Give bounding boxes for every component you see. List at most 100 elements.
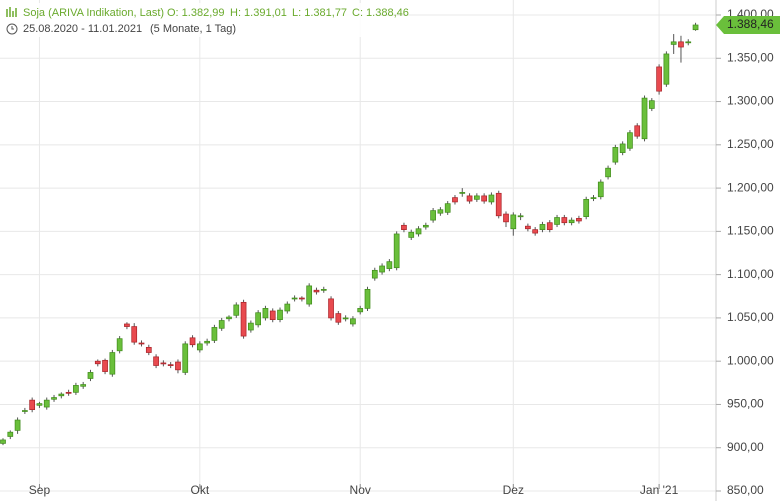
candle-body (590, 197, 597, 199)
candle-body (459, 192, 466, 194)
candle-body (539, 224, 546, 230)
candle-body (65, 391, 72, 394)
candle-body (503, 213, 509, 223)
candle-body (160, 362, 167, 365)
x-tick-label: Dez (503, 483, 524, 497)
candle-body (437, 209, 444, 214)
candle-body (422, 224, 429, 228)
candle-body (525, 225, 531, 230)
candle-body (605, 167, 611, 178)
candle-body (22, 410, 28, 412)
last-price-flag (716, 15, 780, 34)
candle-body (350, 318, 356, 325)
candle-body (291, 297, 298, 300)
clock-icon (6, 23, 18, 35)
y-tick-label: 900,00 (727, 440, 764, 454)
candle-body (379, 265, 385, 273)
candle-body (43, 399, 50, 408)
candle-body (189, 337, 196, 346)
candle-body (444, 203, 451, 213)
candle-body (597, 181, 604, 198)
candle-body (474, 195, 480, 200)
candle-body (670, 41, 677, 45)
candle-body (284, 303, 291, 312)
candle-body (466, 195, 473, 202)
candle-body (116, 338, 123, 352)
candle-body (73, 385, 79, 393)
candle-body (619, 143, 626, 153)
candle-body (124, 323, 130, 327)
candle-body (0, 439, 6, 444)
candle-body (36, 403, 43, 406)
candle-body (218, 320, 225, 329)
candle-body (692, 24, 699, 31)
candle-body (182, 343, 189, 373)
y-tick-label: 1.250,00 (727, 137, 774, 151)
header: Soja (ARIVA Indikation, Last) O: 1.382,9… (0, 3, 409, 37)
candle-body (269, 310, 276, 320)
candle-body (175, 361, 181, 371)
candle-body (335, 313, 342, 323)
candle-body (678, 41, 684, 48)
candle-body (641, 97, 648, 140)
candle-body (167, 364, 174, 366)
candle-body (685, 41, 692, 44)
y-tick-label: 950,00 (727, 397, 764, 411)
candle-body (320, 288, 327, 291)
candle-body (306, 285, 313, 305)
candle-body (51, 397, 57, 400)
candle-body (546, 222, 553, 230)
candle-body (248, 322, 254, 331)
candle-body (102, 359, 108, 372)
chart-icon (6, 7, 17, 17)
candle-body (226, 316, 232, 320)
candle-body (299, 297, 305, 300)
ohlc-label: C: 1.388,46 (352, 7, 409, 19)
candle-body (386, 261, 393, 269)
ohlc-label: O: 1.382,99 (167, 7, 225, 19)
last-price-label: 1.388,46 (727, 17, 774, 31)
ohlc-label: H: 1.391,01 (230, 7, 287, 19)
candle-body (656, 66, 662, 92)
candle-body (430, 210, 436, 221)
candle-body (627, 132, 633, 149)
candle-body (7, 431, 14, 437)
candle-body (153, 356, 159, 366)
candle-body (488, 194, 495, 203)
candle-body (415, 228, 422, 235)
candle-body (364, 288, 371, 309)
candle-body (393, 233, 400, 269)
candle-body (583, 198, 590, 218)
x-tick-label: Nov (350, 483, 371, 497)
candle-body (277, 309, 283, 320)
x-tick-label: Okt (190, 483, 209, 497)
candle-body (612, 147, 619, 163)
candle-body (240, 301, 247, 337)
y-tick-label: 1.150,00 (727, 224, 774, 238)
candles (0, 22, 699, 446)
candle-body (408, 231, 415, 238)
y-tick-label: 1.000,00 (727, 353, 774, 367)
candle-body (262, 308, 269, 319)
candle-body (14, 419, 21, 431)
candle-body (495, 192, 502, 217)
y-tick-label: 1.300,00 (727, 94, 774, 108)
candle-body (576, 218, 582, 222)
candle-body (196, 343, 203, 351)
candle-body (401, 224, 407, 230)
candle-body (131, 326, 138, 343)
ohlc-label: L: 1.381,77 (292, 7, 347, 19)
candle-body (663, 53, 670, 85)
candle-body (211, 327, 218, 341)
grid (0, 0, 716, 492)
candle-body (204, 340, 210, 344)
header-bg (0, 3, 380, 37)
candle-body (561, 217, 568, 224)
candle-body (255, 312, 261, 326)
candle-body (87, 372, 94, 379)
candle-body (357, 308, 364, 313)
candle-body (145, 346, 152, 353)
candle-body (29, 399, 36, 410)
candle-body (517, 215, 524, 218)
y-tick-label: 1.050,00 (727, 310, 774, 324)
